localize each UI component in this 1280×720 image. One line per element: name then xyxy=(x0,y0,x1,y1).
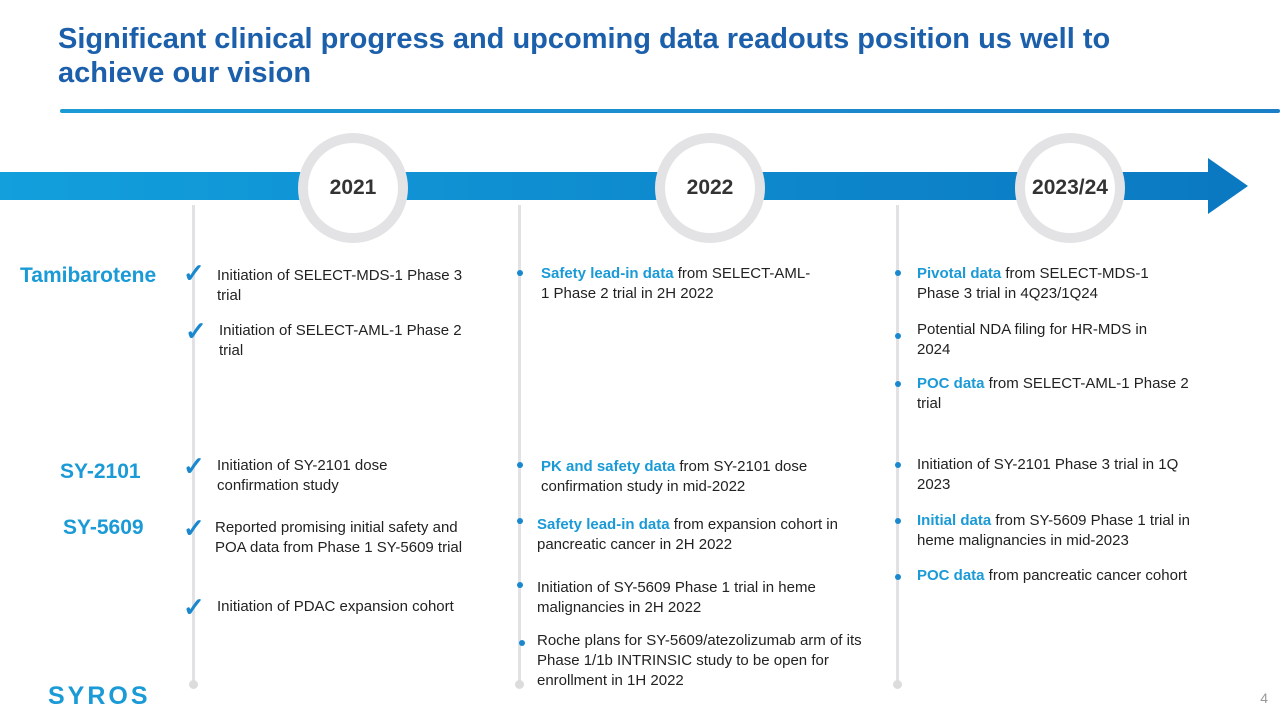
highlight: POC data xyxy=(917,375,985,392)
text: from SELECT-AML-1 Phase 2 trial in 2H 20… xyxy=(541,265,811,302)
text: from SELECT-MDS-1 Phase 3 trial in 4Q23/… xyxy=(917,265,1149,302)
milestone-2022: Safety lead-in data from SELECT-AML-1 Ph… xyxy=(541,264,811,304)
checkmark-icon: ✓ xyxy=(183,513,205,543)
text: from SY-2101 dose confirmation study in … xyxy=(541,458,808,495)
milestone-2021: Initiation of SY-2101 dose confirmation … xyxy=(217,457,388,494)
timeline-arrow-head xyxy=(1208,158,1248,214)
checkmark-icon: ✓ xyxy=(183,451,205,481)
row-label-tamibarotene: Tamibarotene xyxy=(20,264,157,287)
highlight: PK and safety data xyxy=(541,458,676,475)
page-number: 4 xyxy=(1260,690,1268,706)
bullet-icon xyxy=(895,574,901,580)
timeline-column-line xyxy=(893,205,902,689)
bullet-icon xyxy=(517,518,523,524)
title-divider xyxy=(60,109,1280,113)
milestone-2022: PK and safety data from SY-2101 dose con… xyxy=(541,457,841,497)
bullet-icon xyxy=(895,518,901,524)
milestone-2021: Initiation of SELECT-AML-1 Phase 2 trial xyxy=(219,322,462,359)
bullet-icon xyxy=(517,462,523,468)
milestone-2023: Potential NDA filing for HR-MDS in 2024 xyxy=(917,320,1157,360)
year-2021: 2021 xyxy=(298,133,408,243)
milestone-2022: Initiation of SY-5609 Phase 1 trial in h… xyxy=(537,578,847,618)
text: Initiation of SY-5609 Phase 1 trial in h… xyxy=(537,579,816,616)
bullet-icon xyxy=(517,582,523,588)
year-2023-24: 2023/24 xyxy=(1015,133,1125,243)
syros-logo: SYROS xyxy=(48,682,151,710)
highlight: Initial data xyxy=(917,512,992,529)
bullet-icon xyxy=(519,640,525,646)
checkmark-icon: ✓ xyxy=(185,316,207,346)
milestone-2023: Pivotal data from SELECT-MDS-1 Phase 3 t… xyxy=(917,264,1187,304)
bullet-icon xyxy=(895,381,901,387)
milestone-2023: Initiation of SY-2101 Phase 3 trial in 1… xyxy=(917,455,1187,495)
bullet-icon xyxy=(895,462,901,468)
text: Roche plans for SY-5609/atezolizumab arm… xyxy=(537,632,862,689)
checkmark-icon: ✓ xyxy=(183,258,205,288)
text: from SELECT-AML-1 Phase 2 trial xyxy=(917,375,1189,412)
milestone-2022: Roche plans for SY-5609/atezolizumab arm… xyxy=(537,631,867,691)
milestone-2023: POC data from SELECT-AML-1 Phase 2 trial xyxy=(917,374,1207,414)
milestone-2023: Initial data from SY-5609 Phase 1 trial … xyxy=(917,511,1227,551)
text: Potential NDA filing for HR-MDS in 2024 xyxy=(917,321,1148,358)
milestone-2021: Reported promising initial safety and PO… xyxy=(215,519,463,556)
bullet-icon xyxy=(517,270,523,276)
row-label-sy2101: SY-2101 xyxy=(60,460,141,483)
highlight: Safety lead-in data xyxy=(537,516,670,533)
text: Initiation of SY-2101 Phase 3 trial in 1… xyxy=(917,456,1179,493)
checkmark-icon: ✓ xyxy=(183,592,205,622)
text: from pancreatic cancer cohort xyxy=(984,567,1188,584)
milestone-2022: Safety lead-in data from expansion cohor… xyxy=(537,515,867,555)
bullet-icon xyxy=(895,333,901,339)
text: from SY-5609 Phase 1 trial in heme malig… xyxy=(917,512,1190,549)
highlight: Safety lead-in data xyxy=(541,265,674,282)
page-title: Significant clinical progress and upcomi… xyxy=(58,23,1111,89)
row-label-sy5609: SY-5609 xyxy=(63,516,144,539)
timeline-bar xyxy=(0,172,1210,200)
bullet-icon xyxy=(895,270,901,276)
text: from expansion cohort in pancreatic canc… xyxy=(537,516,838,553)
highlight: POC data xyxy=(917,567,985,584)
timeline-column-line xyxy=(189,205,198,689)
milestone-2021: Initiation of PDAC expansion cohort xyxy=(217,598,454,615)
timeline-column-line xyxy=(515,205,524,689)
milestone-2021: Initiation of SELECT-MDS-1 Phase 3 trial xyxy=(217,267,463,304)
year-2022: 2022 xyxy=(655,133,765,243)
milestone-2023: POC data from pancreatic cancer cohort xyxy=(917,566,1197,586)
highlight: Pivotal data xyxy=(917,265,1002,282)
